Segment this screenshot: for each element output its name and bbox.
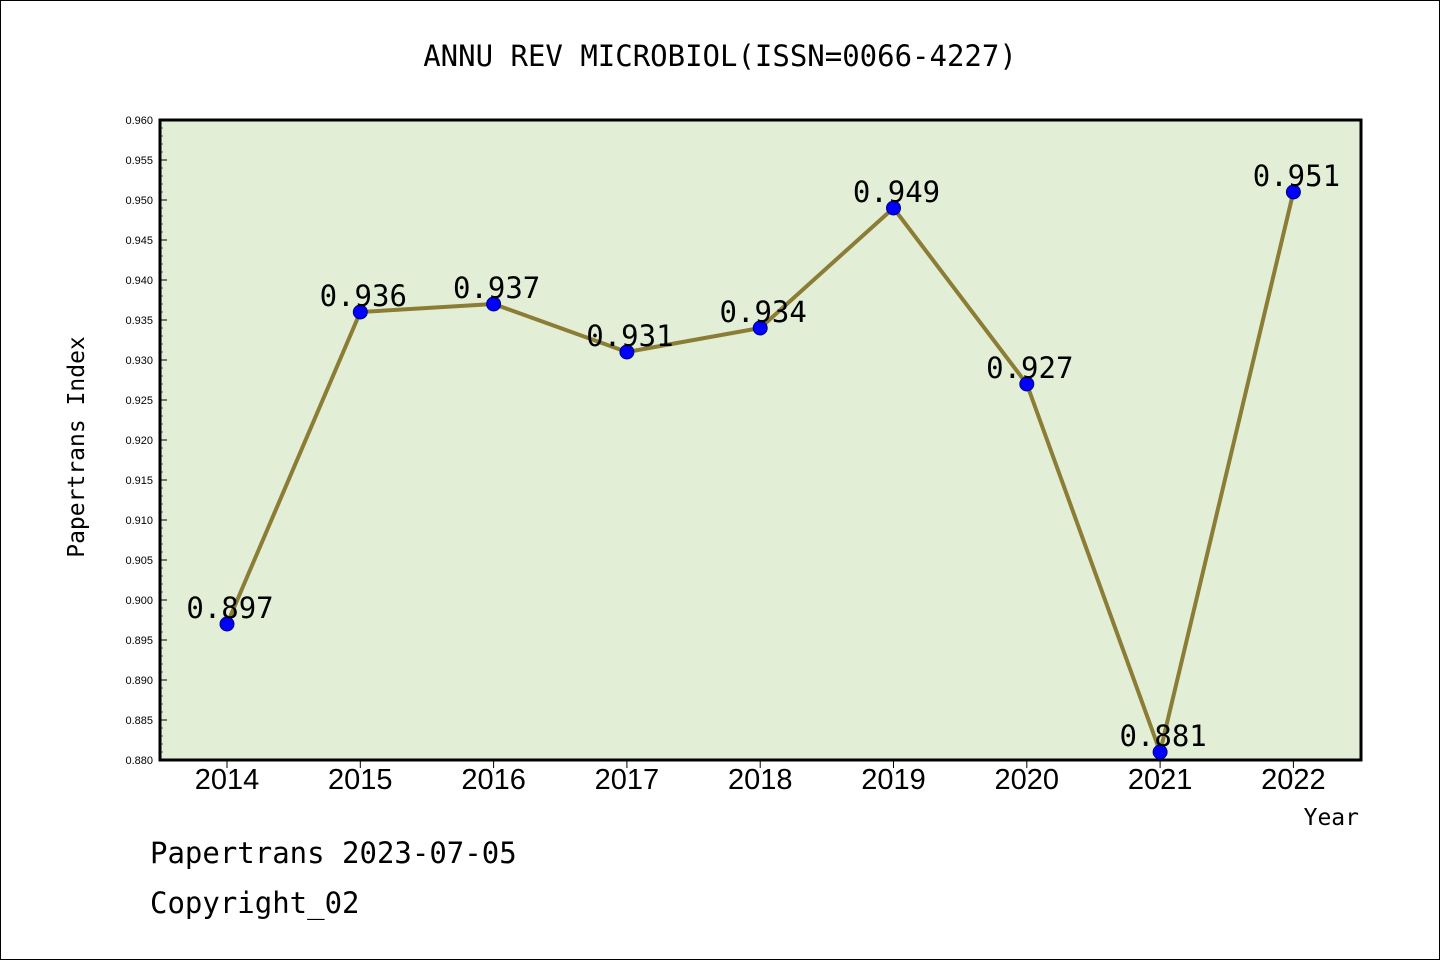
y-tick-label: 0.935 [125, 315, 153, 327]
data-label: 0.951 [1253, 159, 1340, 193]
data-point [486, 296, 502, 312]
y-tick-label: 0.905 [125, 555, 153, 567]
y-axis: 0.880 0.885 0.890 0.895 0.900 0.905 0.910 0.915… [125, 115, 167, 767]
data-point [886, 200, 901, 216]
y-tick-label: 0.940 [125, 275, 153, 287]
x-tick-label: 2022 [1261, 764, 1326, 796]
y-tick-label: 0.890 [125, 675, 153, 687]
data-label: 0.897 [186, 591, 273, 625]
y-axis-label: Papertrans Index [64, 336, 90, 558]
data-label: 0.931 [586, 319, 673, 353]
data-label: 0.949 [853, 175, 940, 209]
data-point [352, 304, 368, 320]
data-label: 0.927 [986, 351, 1073, 385]
series-markers [219, 184, 1301, 760]
data-label: 0.936 [320, 279, 407, 313]
y-tick-label: 0.950 [125, 195, 153, 207]
y-tick-label: 0.880 [125, 755, 153, 767]
x-axis-label: Year [1304, 805, 1359, 831]
y-tick-label: 0.900 [125, 595, 153, 607]
data-point [619, 344, 635, 360]
y-tick-label: 0.915 [125, 475, 153, 487]
y-tick-label: 0.960 [125, 115, 153, 127]
x-tick-label: 2020 [995, 764, 1060, 796]
data-label: 0.881 [1119, 719, 1206, 753]
data-point [1152, 744, 1168, 760]
y-tick-label: 0.945 [125, 235, 153, 247]
x-axis: 2014 2015 2016 2017 2018 2019 2020 2021 2022 [195, 760, 1326, 796]
x-tick-label: 2015 [328, 764, 393, 796]
y-tick-label: 0.955 [125, 155, 153, 167]
chart-title: ANNU REV MICROBIOL(ISSN=0066-4227) [423, 39, 1017, 73]
x-tick-label: 2014 [195, 764, 260, 796]
data-point [752, 320, 768, 336]
y-tick-label: 0.920 [125, 435, 153, 447]
data-labels: 0.897 0.936 0.937 0.931 0.934 0.949 0.927 0.881… [186, 159, 1340, 753]
footer-date: Papertrans 2023-07-05 [150, 836, 517, 870]
plot-area [158, 118, 1363, 762]
y-tick-label: 0.925 [125, 395, 153, 407]
y-tick-label: 0.885 [125, 715, 153, 727]
y-tick-label: 0.895 [125, 635, 153, 647]
data-label: 0.934 [720, 295, 807, 329]
x-tick-label: 2019 [861, 764, 926, 796]
data-point [1019, 376, 1035, 392]
data-point [219, 616, 235, 632]
x-tick-label: 2021 [1128, 764, 1193, 796]
x-tick-label: 2018 [728, 764, 793, 796]
x-tick-label: 2017 [595, 764, 660, 796]
x-tick-label: 2016 [461, 764, 526, 796]
data-point [1285, 184, 1301, 200]
data-label: 0.937 [453, 271, 540, 305]
footer-copyright: Copyright_02 [150, 886, 360, 921]
y-tick-label: 0.930 [125, 355, 153, 367]
y-tick-label: 0.910 [125, 515, 153, 527]
